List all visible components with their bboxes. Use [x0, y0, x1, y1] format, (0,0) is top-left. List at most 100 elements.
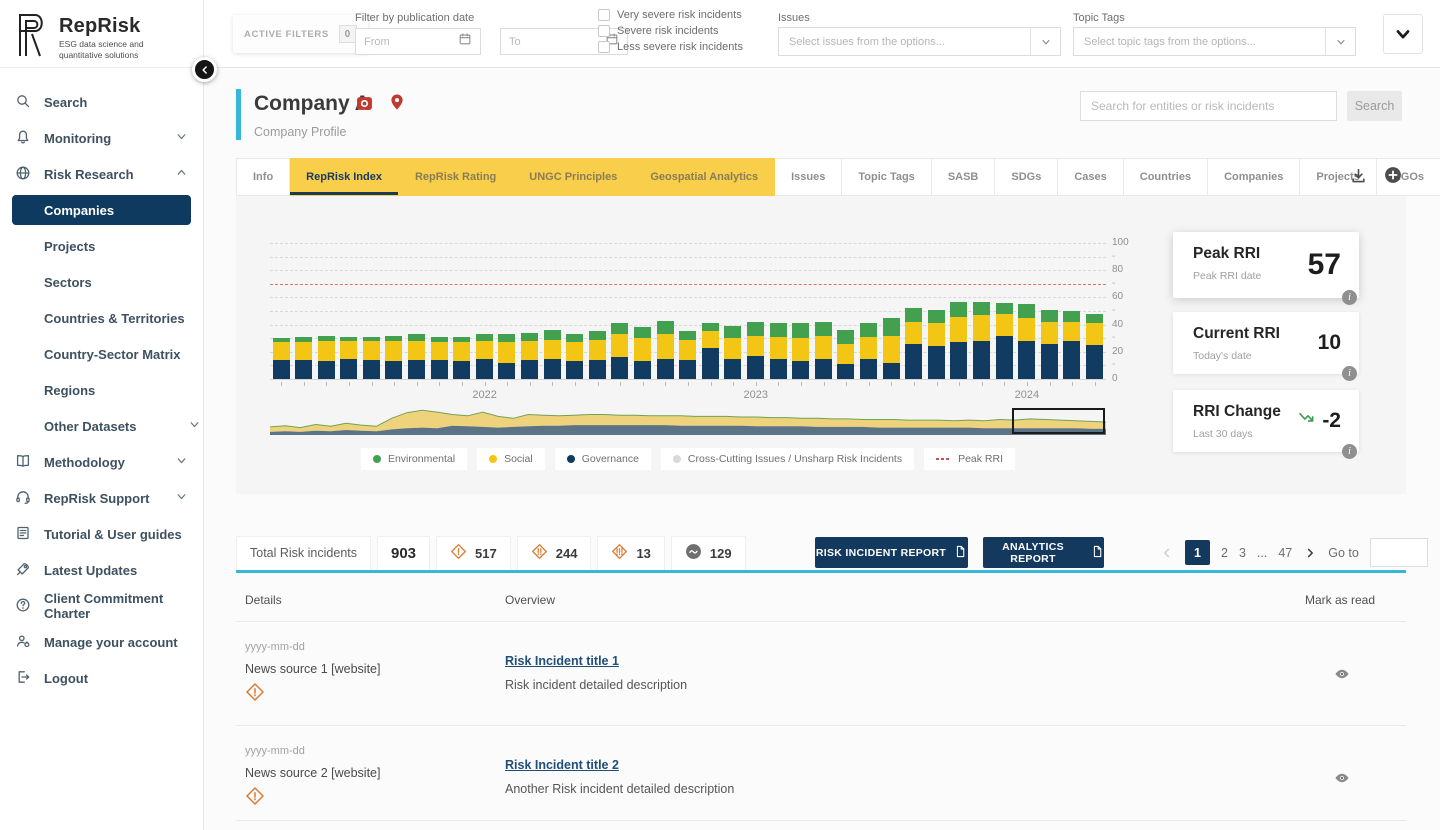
tab-topic-tags[interactable]: Topic Tags [842, 158, 931, 196]
calendar-icon[interactable] [458, 32, 472, 51]
info-icon[interactable]: i [1342, 444, 1357, 459]
incident-title-link[interactable]: Risk Incident title 2 [505, 758, 619, 772]
risk-incident-report-button[interactable]: RISK INCIDENT REPORT [815, 537, 968, 568]
bar-2023-03[interactable] [792, 323, 809, 379]
bar-2022-03[interactable] [521, 333, 538, 379]
page-3[interactable]: 3 [1239, 546, 1246, 560]
bar-2021-08[interactable] [363, 337, 380, 379]
bar-2023-09[interactable] [928, 310, 945, 379]
sidebar-item-companies[interactable]: Companies [12, 195, 191, 225]
tab-sasb[interactable]: SASB [932, 158, 996, 196]
tab-countries[interactable]: Countries [1124, 158, 1208, 196]
bar-2021-07[interactable] [340, 337, 357, 379]
bar-2024-04[interactable] [1086, 314, 1103, 379]
bar-2023-02[interactable] [770, 323, 787, 379]
date-from-input[interactable] [364, 36, 458, 48]
bar-2023-07[interactable] [883, 318, 900, 379]
bar-2022-12[interactable] [724, 326, 741, 379]
bar-2023-08[interactable] [905, 308, 922, 379]
search-button[interactable]: Search [1347, 91, 1402, 121]
bar-2023-10[interactable] [950, 302, 967, 379]
tab-companies[interactable]: Companies [1208, 158, 1300, 196]
download-button[interactable] [1350, 167, 1367, 189]
legend-governance[interactable]: Governance [555, 448, 651, 470]
date-to-input[interactable] [509, 36, 605, 48]
active-filters-button[interactable]: ACTIVE FILTERS 0 [233, 15, 368, 53]
tab-geospatial-analytics[interactable]: Geospatial Analytics [634, 158, 775, 196]
page-2[interactable]: 2 [1221, 546, 1228, 560]
bar-2022-07[interactable] [611, 323, 628, 379]
sidebar-item-projects[interactable]: Projects [0, 228, 203, 264]
bar-2021-09[interactable] [385, 336, 402, 379]
checkbox-very-severe-risk-incidents[interactable]: Very severe risk incidents [598, 9, 742, 21]
bar-2024-01[interactable] [1018, 304, 1035, 379]
stat-severity-1[interactable]: 517 [436, 536, 511, 571]
info-icon[interactable]: i [1342, 290, 1357, 305]
bar-2022-06[interactable] [589, 331, 606, 379]
bar-2021-12[interactable] [453, 337, 470, 379]
bar-2021-10[interactable] [408, 334, 425, 379]
bar-2024-02[interactable] [1041, 310, 1058, 379]
sidebar-item-latest-updates[interactable]: Latest Updates [0, 552, 203, 588]
checkbox-severe-risk-incidents[interactable]: Severe risk incidents [598, 25, 719, 37]
sidebar-item-methodology[interactable]: Methodology [0, 444, 203, 480]
chevron-down-icon[interactable] [1030, 28, 1060, 55]
stat-unsharp[interactable]: 129 [671, 536, 746, 571]
sidebar-item-sectors[interactable]: Sectors [0, 264, 203, 300]
bar-2022-11[interactable] [702, 323, 719, 379]
sidebar-item-client-commitment-charter[interactable]: Client Commitment Charter [0, 588, 203, 624]
sidebar-item-regions[interactable]: Regions [0, 372, 203, 408]
bar-2023-06[interactable] [860, 323, 877, 379]
bar-2021-05[interactable] [295, 337, 312, 379]
sidebar-item-risk-research[interactable]: Risk Research [0, 156, 203, 192]
issues-select[interactable]: Select issues from the options... [778, 27, 1061, 56]
stat-severity-3[interactable]: 13 [597, 536, 664, 571]
sidebar-item-manage-your-account[interactable]: Manage your account [0, 624, 203, 660]
checkbox-box[interactable] [598, 25, 610, 37]
incident-title-link[interactable]: Risk Incident title 1 [505, 654, 619, 668]
page-next-button[interactable] [1303, 546, 1317, 560]
goto-page-input[interactable] [1370, 538, 1428, 567]
chevron-down-icon[interactable] [1325, 28, 1355, 55]
add-button[interactable] [1384, 166, 1402, 189]
bar-2021-06[interactable] [318, 336, 335, 379]
mark-as-read-eye-icon[interactable] [1334, 666, 1350, 687]
bar-2023-12[interactable] [996, 303, 1013, 379]
sidebar-item-tutorial-user-guides[interactable]: Tutorial & User guides [0, 516, 203, 552]
sidebar-item-search[interactable]: Search [0, 84, 203, 120]
legend-cross-cutting-issues-unsharp-risk-incidents[interactable]: Cross-Cutting Issues / Unsharp Risk Inci… [661, 448, 914, 470]
bar-2024-03[interactable] [1063, 311, 1080, 379]
sidebar-collapse-button[interactable] [192, 57, 217, 82]
page-47[interactable]: 47 [1278, 546, 1292, 560]
tab-ungc-principles[interactable]: UNGC Principles [513, 158, 634, 196]
bar-2023-11[interactable] [973, 302, 990, 379]
sidebar-item-logout[interactable]: Logout [0, 660, 203, 696]
chart-minimap-brush[interactable] [270, 408, 1106, 435]
checkbox-box[interactable] [598, 9, 610, 21]
sidebar-item-countries-territories[interactable]: Countries & Territories [0, 300, 203, 336]
checkbox-less-severe-risk-incidents[interactable]: Less severe risk incidents [598, 41, 743, 53]
page-prev-button[interactable] [1160, 546, 1174, 560]
tab-info[interactable]: Info [236, 158, 290, 196]
bar-2022-01[interactable] [476, 334, 493, 379]
mark-as-read-eye-icon[interactable] [1334, 770, 1350, 791]
bar-2022-08[interactable] [634, 327, 651, 379]
bar-2021-11[interactable] [431, 337, 448, 379]
tab-issues[interactable]: Issues [775, 158, 842, 196]
bar-2023-01[interactable] [747, 322, 764, 379]
bar-2023-04[interactable] [815, 322, 832, 379]
bar-2021-04[interactable] [273, 338, 290, 379]
tab-sdgs[interactable]: SDGs [995, 158, 1058, 196]
tab-reprisk-index[interactable]: RepRisk Index [290, 158, 399, 196]
sidebar-item-monitoring[interactable]: Monitoring [0, 120, 203, 156]
stat-severity-2[interactable]: 244 [517, 536, 592, 571]
bar-2022-04[interactable] [544, 330, 561, 379]
bar-2022-09[interactable] [657, 321, 674, 379]
bar-2022-02[interactable] [498, 334, 515, 379]
location-pin-icon[interactable] [388, 93, 406, 116]
page-1[interactable]: 1 [1185, 540, 1210, 565]
date-from-field[interactable] [355, 28, 481, 55]
legend-peak-rri[interactable]: Peak RRI [924, 448, 1015, 470]
bar-2023-05[interactable] [837, 330, 854, 379]
tab-reprisk-rating[interactable]: RepRisk Rating [399, 158, 513, 196]
